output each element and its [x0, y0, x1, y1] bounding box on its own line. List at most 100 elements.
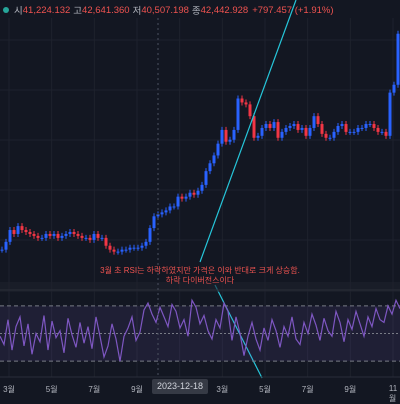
rsi-panel	[0, 300, 400, 361]
price-candle	[345, 124, 348, 132]
price-candle	[137, 248, 140, 249]
price-candle	[317, 116, 320, 124]
price-candle	[69, 232, 72, 234]
price-candle	[13, 230, 16, 234]
price-candle	[389, 93, 392, 136]
annotation-line-1: 3월 초 RSI는 하락하였지만 가격은 이와 반대로 크게 상승함.	[0, 266, 400, 276]
price-candle	[337, 126, 340, 132]
price-candle	[349, 132, 352, 133]
price-candle	[57, 234, 60, 238]
price-candle	[333, 132, 336, 138]
x-tick-label: 11월	[389, 384, 397, 404]
price-candle	[165, 210, 168, 212]
price-candle	[269, 124, 272, 128]
price-candle	[49, 234, 52, 236]
open-label: 시	[14, 3, 23, 17]
price-candle	[341, 124, 344, 126]
price-candle	[61, 236, 64, 238]
price-candle	[329, 138, 332, 139]
annotation-text[interactable]: 3월 초 RSI는 하락하였지만 가격은 이와 반대로 크게 상승함. 하락 다…	[0, 266, 400, 286]
price-candle	[293, 124, 296, 126]
price-candle	[65, 234, 68, 236]
price-candle	[149, 228, 152, 242]
price-candle	[313, 116, 316, 128]
price-candle	[33, 234, 36, 236]
price-candle	[85, 238, 88, 239]
price-candle	[229, 140, 232, 142]
price-candle	[253, 116, 256, 138]
price-candle	[281, 132, 284, 138]
price-candle	[21, 226, 24, 230]
price-candle	[261, 128, 264, 136]
price-candle	[45, 234, 48, 238]
price-candle	[321, 124, 324, 134]
price-candle	[393, 85, 396, 93]
price-candle	[189, 193, 192, 197]
price-candle	[101, 238, 104, 239]
price-candle	[169, 206, 172, 210]
price-candle	[97, 234, 100, 238]
price-candle	[41, 238, 44, 239]
price-candle	[273, 122, 276, 128]
price-candle	[289, 126, 292, 128]
price-candle	[141, 246, 144, 248]
price-candle	[77, 234, 80, 236]
price-candle	[213, 155, 216, 163]
price-candle	[209, 163, 212, 171]
price-candle	[377, 128, 380, 132]
ohlc-legend: 시 41,224.132 고 42,641.360 저 40,507.198 종…	[0, 2, 334, 18]
x-tick-label: 7월	[88, 384, 100, 395]
price-candle	[369, 124, 372, 125]
price-candle	[265, 124, 268, 128]
price-candle	[201, 185, 204, 191]
price-candle	[133, 248, 136, 249]
price-candle	[225, 130, 228, 142]
price-candle	[185, 197, 188, 199]
price-candle	[197, 191, 200, 195]
crosshair-date-label: 2023-12-18	[152, 379, 208, 394]
price-candle	[25, 230, 28, 232]
x-tick-label: 7월	[302, 384, 314, 395]
price-candle	[385, 132, 388, 136]
price-candle	[277, 122, 280, 138]
price-candle	[249, 104, 252, 116]
price-candle	[221, 130, 224, 144]
price-candle	[89, 238, 92, 240]
x-tick-label: 3월	[216, 384, 228, 395]
low-value: 40,507.198	[141, 5, 189, 16]
price-candle	[93, 234, 96, 240]
price-candle	[245, 102, 248, 104]
price-candle	[173, 206, 176, 207]
price-candle	[113, 250, 116, 252]
price-candle	[357, 128, 360, 132]
price-candle	[29, 232, 32, 234]
high-value: 42,641.360	[82, 5, 130, 16]
close-label: 종	[192, 3, 201, 17]
price-candle	[109, 246, 112, 250]
price-candle	[81, 236, 84, 238]
price-candle	[353, 132, 356, 133]
price-candle	[121, 250, 124, 252]
price-candle	[365, 124, 368, 128]
x-tick-label: 9월	[131, 384, 143, 395]
price-candle	[17, 226, 20, 234]
price-candle	[37, 236, 40, 238]
price-candle	[1, 250, 4, 251]
price-candle	[325, 134, 328, 138]
price-candle	[125, 250, 128, 251]
price-candle	[73, 232, 76, 234]
price-candle	[9, 230, 12, 242]
x-tick-label: 5월	[46, 384, 58, 395]
price-candle	[129, 248, 132, 250]
low-label: 저	[133, 3, 142, 17]
status-dot-icon	[3, 7, 9, 13]
high-label: 고	[73, 3, 82, 17]
price-candle	[373, 124, 376, 128]
x-tick-label: 9월	[344, 384, 356, 395]
price-candle	[53, 234, 56, 236]
price-candle	[117, 252, 120, 253]
price-candle	[193, 193, 196, 195]
close-value: 42,442.928	[201, 5, 249, 16]
price-candle	[181, 197, 184, 199]
